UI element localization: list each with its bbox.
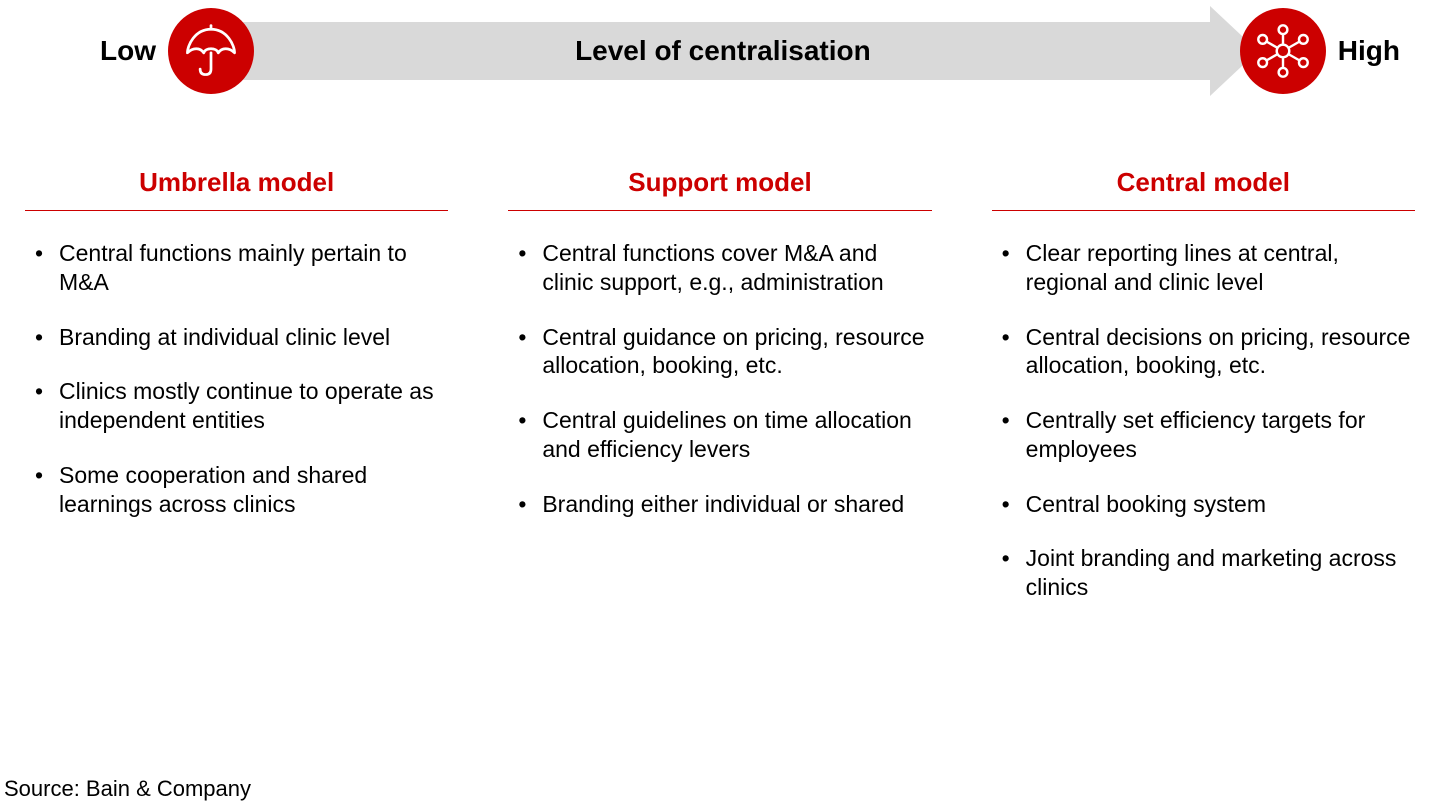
bullet-list: Central functions mainly pertain to M&A B… (25, 239, 448, 518)
bullet-list: Central functions cover M&A and clinic s… (508, 239, 931, 518)
bullet-item: Central guidance on pricing, resource al… (516, 323, 931, 381)
column-title: Support model (508, 167, 931, 210)
centralisation-arrow: Level of centralisation (236, 22, 1258, 80)
bullet-item: Branding at individual clinic level (33, 323, 448, 352)
header-row: Low Level of centralisation High (0, 5, 1440, 97)
bullet-item: Central decisions on pricing, resource a… (1000, 323, 1415, 381)
model-column: Support model Central functions cover M&A… (508, 167, 931, 628)
bullet-item: Central booking system (1000, 490, 1415, 519)
column-divider (992, 210, 1415, 211)
bullet-item: Centrally set efficiency targets for emp… (1000, 406, 1415, 464)
umbrella-icon (168, 8, 254, 94)
model-columns: Umbrella model Central functions mainly p… (0, 97, 1440, 628)
bullet-item: Branding either individual or shared (516, 490, 931, 519)
bullet-item: Some cooperation and shared learnings ac… (33, 461, 448, 519)
model-column: Central model Clear reporting lines at ce… (992, 167, 1415, 628)
model-column: Umbrella model Central functions mainly p… (25, 167, 448, 628)
source-attribution: Source: Bain & Company (4, 776, 251, 802)
bullet-item: Central functions cover M&A and clinic s… (516, 239, 931, 297)
high-label: High (1338, 35, 1400, 67)
column-title: Umbrella model (25, 167, 448, 210)
arrow-label: Level of centralisation (236, 22, 1210, 80)
column-title: Central model (992, 167, 1415, 210)
column-divider (508, 210, 931, 211)
low-label: Low (100, 35, 156, 67)
network-icon (1240, 8, 1326, 94)
bullet-item: Central guidelines on time allocation an… (516, 406, 931, 464)
bullet-list: Clear reporting lines at central, region… (992, 239, 1415, 602)
bullet-item: Joint branding and marketing across clin… (1000, 544, 1415, 602)
bullet-item: Clear reporting lines at central, region… (1000, 239, 1415, 297)
bullet-item: Clinics mostly continue to operate as in… (33, 377, 448, 435)
bullet-item: Central functions mainly pertain to M&A (33, 239, 448, 297)
column-divider (25, 210, 448, 211)
